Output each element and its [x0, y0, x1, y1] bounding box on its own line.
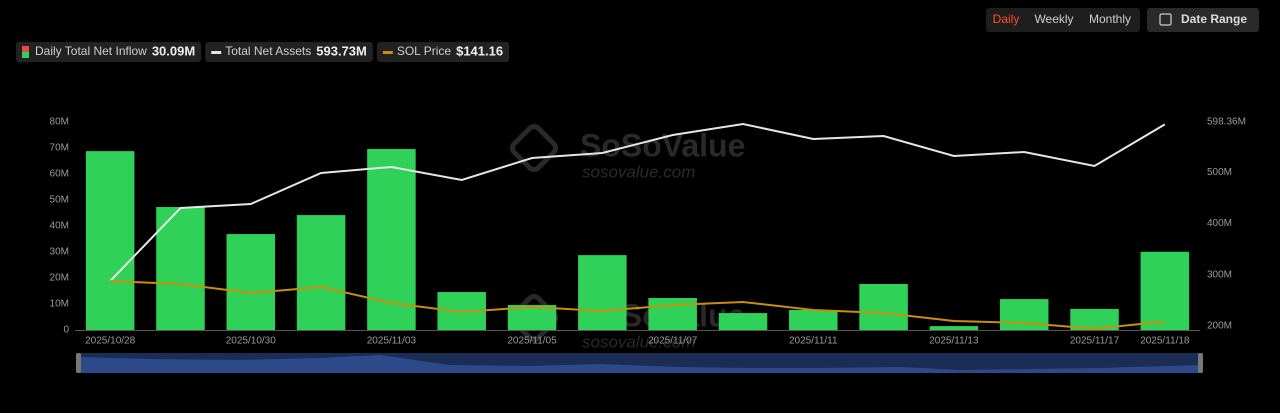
y-tick-label: 60M: [50, 169, 69, 180]
bar: [648, 298, 697, 330]
x-tick-label: 2025/11/03: [367, 336, 417, 347]
y-tick-label: 70M: [50, 143, 69, 154]
bar: [1140, 251, 1190, 330]
y2-tick-label: 200M: [1207, 321, 1232, 332]
legend-value: 593.73M: [316, 43, 367, 58]
y2-tick-label: 300M: [1207, 269, 1232, 280]
y-tick-label: 0: [63, 325, 69, 336]
legend-value: 30.09M: [152, 43, 195, 58]
legend-marker: [211, 51, 222, 54]
legend-item: Total Net Assets 593.73M: [205, 42, 373, 62]
legend-box: [376, 42, 510, 62]
x-tick-label: 2025/11/11: [789, 336, 838, 347]
y2-tick-label: 400M: [1207, 218, 1232, 229]
bar: [226, 234, 276, 330]
date-range-label[interactable]: Date Range: [1181, 12, 1247, 26]
navigator-area: [80, 355, 1200, 373]
legend-marker: [22, 52, 29, 58]
y-tick-label: 10M: [50, 299, 69, 310]
period-daily[interactable]: Daily: [993, 12, 1020, 26]
y-tick-label: 30M: [50, 247, 69, 258]
y-tick-label: 20M: [50, 273, 69, 284]
x-tick-label: 2025/11/07: [648, 336, 698, 347]
bar: [578, 255, 627, 330]
x-tick-label: 2025/10/28: [85, 336, 135, 347]
legend-label: Total Net Assets: [225, 44, 311, 58]
legend-item: SOL Price $141.16: [376, 42, 510, 62]
bar: [296, 215, 346, 330]
legend-box: [205, 42, 373, 62]
x-tick-label: 2025/11/05: [507, 336, 557, 347]
watermark-site: sosovalue.com: [582, 332, 695, 351]
y-tick-label: 40M: [50, 221, 69, 232]
watermark-site: sosovalue.com: [582, 162, 695, 181]
date-range-button[interactable]: [1147, 8, 1259, 32]
navigator-handle[interactable]: [76, 353, 81, 373]
period-monthly[interactable]: Monthly: [1089, 12, 1131, 26]
line: [110, 280, 1165, 330]
x-tick-label: 2025/11/13: [929, 336, 979, 347]
calendar-icon: [1159, 13, 1172, 26]
legend-label: Daily Total Net Inflow: [35, 44, 147, 58]
bar: [789, 309, 838, 330]
x-tick-label: 2025/11/18: [1140, 336, 1190, 347]
navigator-handle[interactable]: [1198, 353, 1203, 373]
y-tick-label: 50M: [50, 195, 69, 206]
bar: [156, 207, 205, 330]
y2-tick-label: 598.36M: [1207, 117, 1246, 128]
x-tick-label: 2025/11/17: [1070, 336, 1120, 347]
bar: [718, 313, 768, 330]
legend-item: Daily Total Net Inflow 30.09M: [16, 42, 202, 62]
watermark-brand: SoSoValue: [580, 127, 745, 163]
period-toggle: [986, 8, 1140, 32]
legend-marker: [22, 46, 29, 52]
y-tick-label: 80M: [50, 117, 69, 128]
watermark-logo: [509, 123, 559, 173]
x-tick-label: 2025/10/30: [226, 336, 276, 347]
bar: [85, 151, 135, 330]
legend-marker: [382, 51, 393, 54]
y2-tick-label: 500M: [1207, 167, 1232, 178]
bar: [859, 283, 908, 330]
bar: [507, 305, 557, 330]
legend-label: SOL Price: [397, 44, 452, 58]
line: [109, 122, 1166, 282]
period-weekly[interactable]: Weekly: [1034, 12, 1073, 26]
legend-value: $141.16: [456, 43, 503, 58]
bar: [929, 326, 979, 330]
bar: [1070, 308, 1119, 330]
legend-box: [16, 42, 202, 62]
